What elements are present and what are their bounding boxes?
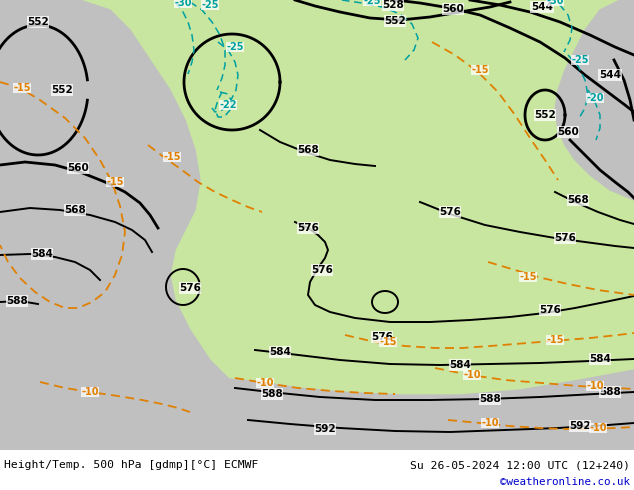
Text: 568: 568 bbox=[64, 205, 86, 215]
Text: 568: 568 bbox=[567, 195, 589, 205]
Text: -15: -15 bbox=[547, 335, 564, 345]
Polygon shape bbox=[0, 0, 280, 450]
Text: -15: -15 bbox=[379, 337, 397, 347]
Text: 584: 584 bbox=[269, 347, 291, 357]
Text: Height/Temp. 500 hPa [gdmp][°C] ECMWF: Height/Temp. 500 hPa [gdmp][°C] ECMWF bbox=[4, 460, 259, 470]
Text: 560: 560 bbox=[442, 4, 464, 14]
Text: -30: -30 bbox=[174, 0, 191, 8]
Text: 552: 552 bbox=[27, 17, 49, 27]
Text: 584: 584 bbox=[31, 249, 53, 259]
Text: -15: -15 bbox=[163, 152, 181, 162]
Text: -10: -10 bbox=[256, 378, 274, 388]
Text: -10: -10 bbox=[81, 387, 99, 397]
Text: -25: -25 bbox=[226, 42, 243, 52]
Text: -10: -10 bbox=[586, 381, 604, 391]
Text: 528: 528 bbox=[382, 0, 404, 10]
Text: 588: 588 bbox=[479, 394, 501, 404]
Polygon shape bbox=[555, 0, 634, 200]
Text: 560: 560 bbox=[557, 127, 579, 137]
Text: 576: 576 bbox=[554, 233, 576, 243]
Text: -15: -15 bbox=[519, 272, 537, 282]
Text: 588: 588 bbox=[6, 296, 28, 306]
Text: -10: -10 bbox=[463, 370, 481, 380]
Text: -15: -15 bbox=[471, 65, 489, 75]
Text: -10: -10 bbox=[589, 423, 607, 433]
Text: 576: 576 bbox=[539, 305, 561, 315]
Text: 584: 584 bbox=[589, 354, 611, 364]
Text: 568: 568 bbox=[297, 145, 319, 155]
Text: 552: 552 bbox=[384, 16, 406, 26]
Text: 576: 576 bbox=[371, 332, 393, 342]
Text: -20: -20 bbox=[586, 93, 604, 103]
Polygon shape bbox=[65, 330, 150, 380]
Text: 592: 592 bbox=[314, 424, 336, 434]
Text: 576: 576 bbox=[439, 207, 461, 217]
Text: ©weatheronline.co.uk: ©weatheronline.co.uk bbox=[500, 477, 630, 487]
Text: 588: 588 bbox=[599, 387, 621, 397]
Text: 576: 576 bbox=[297, 223, 319, 233]
Text: -25: -25 bbox=[571, 55, 589, 65]
Text: -25: -25 bbox=[363, 0, 381, 6]
Text: 592: 592 bbox=[569, 421, 591, 431]
Text: 584: 584 bbox=[449, 360, 471, 370]
Text: 552: 552 bbox=[51, 85, 73, 95]
Text: -15: -15 bbox=[13, 83, 31, 93]
Text: -30: -30 bbox=[547, 0, 564, 6]
Text: -10: -10 bbox=[481, 418, 499, 428]
Text: 576: 576 bbox=[311, 265, 333, 275]
Text: 576: 576 bbox=[179, 283, 201, 293]
Text: -22: -22 bbox=[219, 100, 236, 110]
Text: 544: 544 bbox=[599, 70, 621, 80]
Text: 552: 552 bbox=[534, 110, 556, 120]
Text: Su 26-05-2024 12:00 UTC (12+240): Su 26-05-2024 12:00 UTC (12+240) bbox=[410, 460, 630, 470]
Text: 560: 560 bbox=[67, 163, 89, 173]
Text: 588: 588 bbox=[261, 389, 283, 399]
Polygon shape bbox=[0, 370, 634, 450]
Text: -25: -25 bbox=[201, 0, 219, 10]
Text: 544: 544 bbox=[531, 2, 553, 12]
Text: -15: -15 bbox=[107, 177, 124, 187]
